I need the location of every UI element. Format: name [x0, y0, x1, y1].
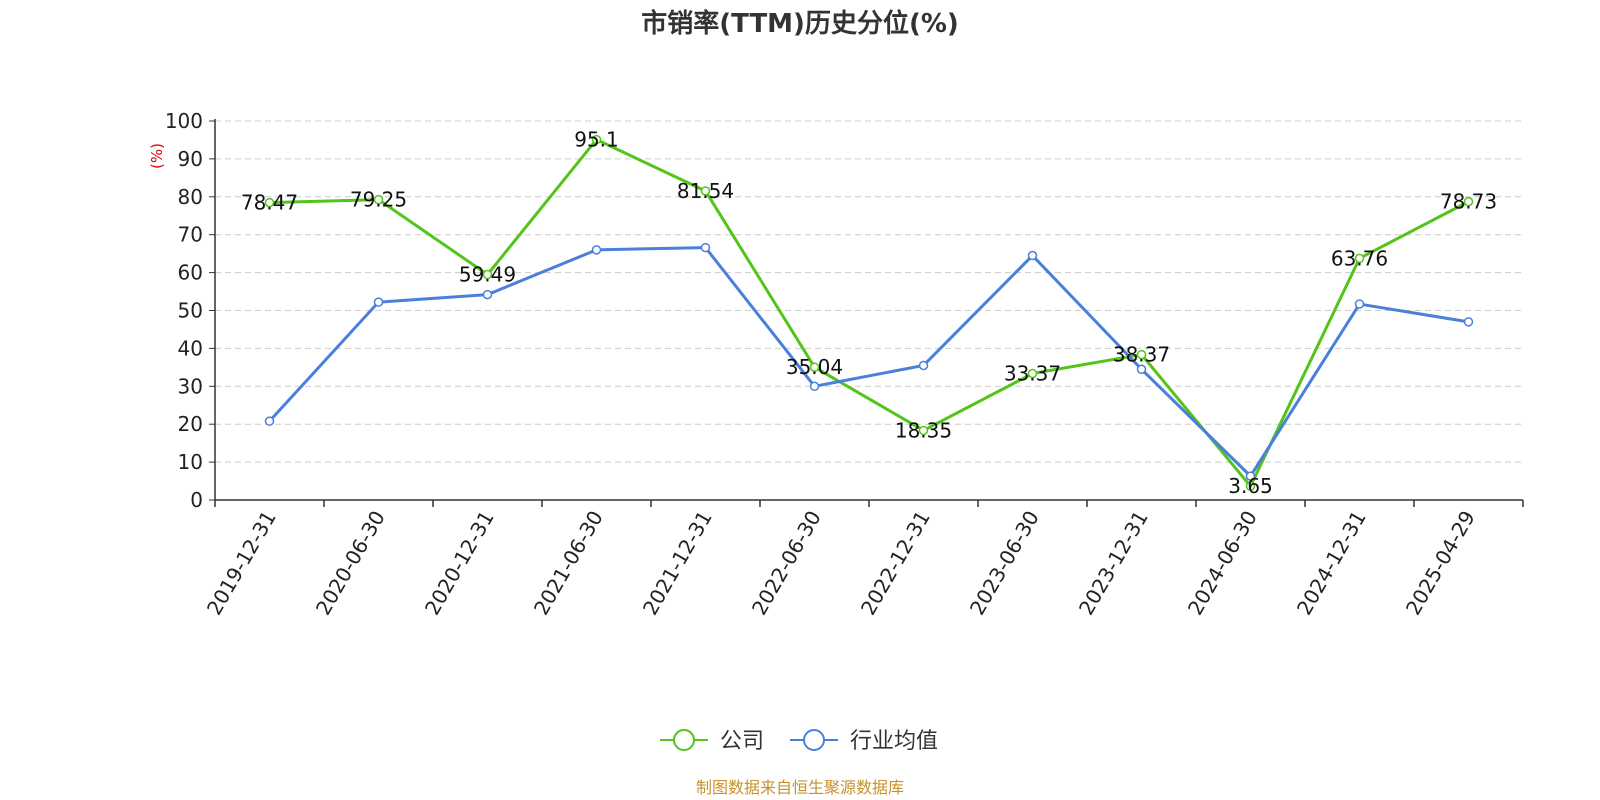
- data-point[interactable]: [264, 416, 275, 426]
- data-point[interactable]: [1354, 253, 1365, 264]
- x-tick-label: 2024-06-30: [1183, 507, 1262, 620]
- x-tick-label: 2023-06-30: [965, 507, 1044, 620]
- data-point[interactable]: [918, 360, 929, 371]
- x-tick-label: 2023-12-31: [1074, 507, 1153, 620]
- data-label: 63.76: [1331, 246, 1388, 270]
- source-note: 制图数据来自恒生聚源数据库: [696, 778, 904, 797]
- data-label: 18.35: [895, 418, 952, 442]
- data-point[interactable]: [700, 242, 711, 253]
- y-tick-label: 60: [178, 261, 203, 285]
- data-point[interactable]: [482, 289, 493, 300]
- legend-label-company: 公司: [720, 729, 764, 754]
- x-tick-label: 2020-06-30: [311, 507, 390, 620]
- data-label: 33.37: [1004, 362, 1061, 386]
- data-point[interactable]: [482, 269, 493, 280]
- data-point[interactable]: [1136, 364, 1147, 374]
- chart-title: 市销率(TTM)历史分位(%): [641, 8, 959, 39]
- data-point[interactable]: [809, 381, 820, 392]
- data-label: 79.25: [350, 188, 407, 212]
- legend: 公司 行业均值: [660, 729, 938, 754]
- data-label: 3.65: [1228, 474, 1273, 498]
- series-lines: [264, 134, 1474, 491]
- series-company: [264, 134, 1474, 491]
- gridlines: [215, 120, 1523, 463]
- data-point[interactable]: [1136, 349, 1147, 360]
- y-tick-label: 80: [178, 185, 203, 209]
- x-tick-label: 2022-12-31: [856, 507, 935, 620]
- data-label: 38.37: [1113, 343, 1170, 367]
- series-industry-average: [264, 242, 1474, 481]
- series-line: [268, 246, 1469, 478]
- legend-marker-industry-average: [803, 729, 825, 751]
- y-tick-label: 70: [178, 223, 203, 247]
- y-tick-label: 40: [178, 336, 203, 360]
- data-label: 59.49: [459, 263, 516, 287]
- x-tick-label: 2021-06-30: [529, 507, 608, 620]
- data-point[interactable]: [1354, 299, 1365, 309]
- legend-item-industry-average[interactable]: 行业均值: [790, 729, 938, 754]
- data-label: 35.04: [786, 355, 843, 379]
- data-point[interactable]: [1245, 481, 1256, 491]
- data-label: 95.1: [574, 128, 619, 152]
- data-point[interactable]: [591, 245, 602, 255]
- data-label: 78.73: [1440, 190, 1497, 214]
- data-point[interactable]: [918, 425, 929, 436]
- y-tick-label: 10: [178, 450, 203, 474]
- y-tick-label: 100: [165, 109, 203, 133]
- x-tick-label: 2019-12-31: [202, 507, 281, 620]
- legend-label-industry-average: 行业均值: [850, 729, 938, 754]
- axes: 0 10 20 30 40 50 60 70 80 90 100 2019-12-31 2020-06-…: [165, 109, 1524, 620]
- data-label: 78.47: [241, 191, 298, 215]
- data-point[interactable]: [1245, 471, 1256, 481]
- data-point[interactable]: [1027, 250, 1038, 261]
- x-tick-label: 2021-12-31: [638, 507, 717, 620]
- x-tick-label: 2020-12-31: [420, 507, 499, 620]
- legend-marker-company: [673, 729, 695, 751]
- data-point[interactable]: [373, 297, 384, 307]
- x-tick-label: 2024-12-31: [1292, 507, 1371, 620]
- data-point[interactable]: [809, 362, 820, 372]
- y-tick-label: 30: [178, 374, 203, 398]
- y-tick-label: 0: [190, 488, 203, 512]
- data-point[interactable]: [1027, 368, 1038, 379]
- y-axis-unit-label: (%): [148, 143, 166, 169]
- data-point[interactable]: [700, 186, 711, 196]
- data-point[interactable]: [264, 197, 275, 208]
- data-point[interactable]: [591, 134, 602, 145]
- data-labels: 78.47 79.25 59.49 95.1 81.54 35.04 18.35 33.37 3…: [241, 128, 1497, 499]
- series-line: [269, 138, 1470, 488]
- data-point[interactable]: [1463, 317, 1474, 327]
- data-point[interactable]: [373, 194, 384, 205]
- y-tick-label: 20: [178, 412, 203, 436]
- y-tick-label: 50: [178, 299, 203, 323]
- x-tick-label: 2022-06-30: [747, 507, 826, 620]
- x-tick-label: 2025-04-29: [1401, 507, 1480, 620]
- data-point[interactable]: [1463, 196, 1474, 207]
- y-tick-label: 90: [178, 147, 203, 171]
- legend-item-company[interactable]: 公司: [660, 729, 764, 754]
- data-label: 81.54: [677, 179, 734, 203]
